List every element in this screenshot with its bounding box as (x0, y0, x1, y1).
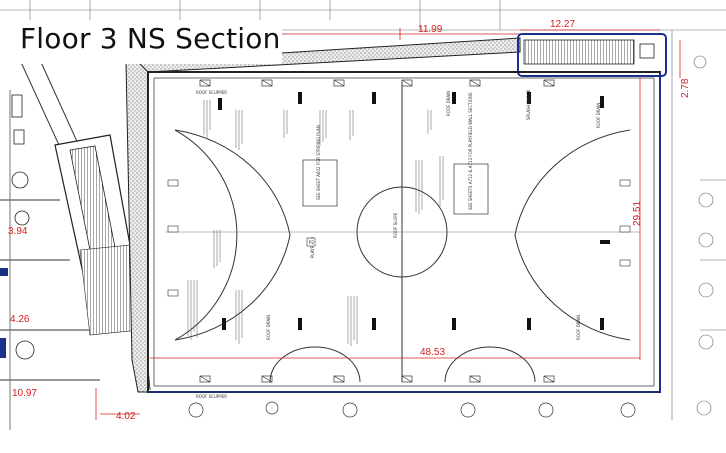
title-band (0, 20, 282, 64)
sheet-ref-center: SEE SHEET A602 FOR STRIPING PLAN (316, 125, 321, 200)
playfield-tag-box (306, 237, 316, 247)
right-grid (671, 30, 726, 420)
dim-bottom-left-1: 10.97 (12, 388, 37, 399)
scupper-label-top: ROOF SCUPPER (196, 90, 227, 95)
room-walls (147, 71, 661, 393)
page-title: Floor 3 NS Section (20, 22, 281, 55)
roof-drain-label-4: ROOF DRAIN (576, 315, 581, 340)
dim-bottom-left-2: 4.02 (116, 411, 136, 422)
playfield-label: PLAYFIELD (310, 237, 315, 258)
playfield-tag: P2 (309, 240, 314, 245)
dim-top-width: 11.99 (418, 24, 443, 35)
side-tick-boxes (167, 179, 631, 297)
dim-left-offset-2: 4.26 (10, 314, 30, 325)
dim-room-height: 29.51 (632, 201, 643, 226)
roof-drain-label-2: ROOF DRAIN (596, 103, 601, 128)
sheet-ref-right: SEE SHEETS A712 & A713 FOR PLAYFIELD WAL… (468, 92, 473, 210)
left-stair-block (54, 134, 141, 336)
sheet-note-box-center (302, 159, 338, 207)
roof-slope-label: ROOF SLOPE (393, 212, 398, 238)
stair-box (517, 33, 667, 77)
left-blue-marker-2 (0, 338, 6, 358)
dim-room-width: 48.53 (420, 347, 445, 358)
roof-drain-label-3: ROOF DRAIN (266, 315, 271, 340)
dim-stair-height: 2.78 (680, 78, 691, 98)
splash-block-label: SPLASH BLOCK (526, 89, 531, 120)
note-columns (187, 100, 444, 346)
sheet-note-box-right (453, 163, 489, 215)
dim-stair-width: 12.27 (550, 19, 575, 30)
bottom-grid (188, 401, 636, 418)
left-blue-marker (0, 268, 8, 276)
dim-left-offset-1: 3.94 (8, 226, 28, 237)
left-annotations (11, 94, 35, 360)
roof-drain-markers (218, 92, 610, 330)
roof-drain-label-1: ROOF DRAIN (446, 91, 451, 116)
parapet-hatch-left (125, 61, 149, 393)
scupper-label-bottom: ROOF SCUPPER (196, 394, 227, 399)
scupper-boxes (199, 79, 555, 383)
